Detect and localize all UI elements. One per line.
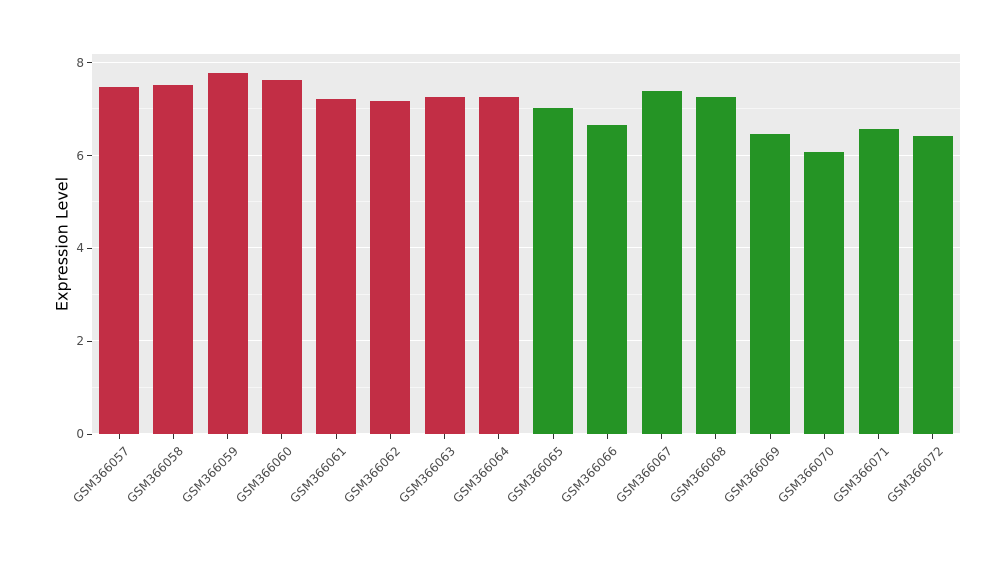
y-tick-mark	[87, 62, 92, 64]
x-tick-mark	[878, 434, 880, 439]
bar-GSM366070	[804, 151, 845, 434]
x-tick-label-text: GSM366062	[341, 444, 404, 506]
major-gridline	[92, 154, 960, 156]
bar-GSM366063	[424, 96, 465, 434]
x-tick-label-text: GSM366066	[558, 444, 621, 506]
x-tick-label-text: GSM366063	[395, 444, 458, 506]
bar-GSM366065	[533, 107, 574, 434]
y-tick-mark	[87, 433, 92, 435]
y-tick-label: 6	[76, 148, 84, 163]
x-tick-label-text: GSM366071	[829, 444, 892, 506]
x-tick-label-text: GSM366057	[70, 444, 133, 506]
bar-GSM366062	[370, 100, 411, 434]
major-gridline	[92, 247, 960, 249]
x-tick-mark	[498, 434, 500, 439]
x-tick-label-text: GSM366061	[287, 444, 350, 506]
minor-gridline	[92, 293, 960, 295]
bar-GSM366064	[478, 96, 519, 434]
x-tick-mark	[281, 434, 283, 439]
major-gridline	[92, 433, 960, 434]
x-tick-mark	[661, 434, 663, 439]
x-tick-mark	[444, 434, 446, 439]
x-tick-mark	[335, 434, 337, 439]
major-gridline	[92, 61, 960, 63]
y-tick-mark	[87, 340, 92, 342]
bar-GSM366061	[316, 98, 357, 434]
x-tick-label-text: GSM366059	[178, 444, 241, 506]
x-tick-mark	[932, 434, 934, 439]
x-tick-mark	[606, 434, 608, 439]
x-tick-label-text: GSM366060	[233, 444, 295, 506]
bar-GSM366069	[750, 133, 791, 434]
y-tick-mark	[87, 155, 92, 157]
y-tick-label: 2	[76, 334, 84, 349]
x-tick-label-text: GSM366069	[721, 444, 784, 506]
plot-panel	[92, 54, 960, 434]
bar-GSM366068	[695, 96, 736, 434]
minor-gridline	[92, 201, 960, 202]
bar-GSM366071	[858, 129, 899, 434]
bar-GSM366060	[261, 79, 302, 434]
x-tick-mark	[769, 434, 771, 439]
bar-GSM366058	[153, 85, 194, 434]
bar-GSM366059	[207, 73, 248, 434]
x-tick-mark	[227, 434, 229, 439]
x-tick-mark	[389, 434, 391, 439]
x-tick-label-text: GSM366065	[504, 444, 567, 506]
x-tick-mark	[118, 434, 120, 439]
bar-GSM366066	[587, 124, 628, 434]
x-tick-mark	[172, 434, 174, 439]
major-gridline	[92, 340, 960, 342]
x-tick-label-text: GSM366068	[667, 444, 729, 506]
x-tick-mark	[823, 434, 825, 439]
bar-GSM366057	[99, 86, 140, 434]
y-tick-mark	[87, 247, 92, 249]
x-tick-label-text: GSM366064	[450, 444, 512, 506]
y-tick-label: 8	[76, 55, 84, 70]
x-tick-label-text: GSM366067	[612, 444, 675, 506]
bar-GSM366067	[641, 90, 682, 434]
y-tick-label: 4	[76, 241, 84, 256]
bar-GSM366072	[912, 135, 953, 434]
y-tick-label: 0	[76, 427, 84, 441]
minor-gridline	[92, 108, 960, 110]
x-tick-mark	[715, 434, 717, 439]
x-tick-mark	[552, 434, 554, 439]
minor-gridline	[92, 386, 960, 388]
x-tick-label-text: GSM366070	[775, 444, 838, 506]
x-tick-label-text: GSM366072	[884, 444, 946, 506]
x-tick-label-text: GSM366058	[124, 444, 187, 506]
